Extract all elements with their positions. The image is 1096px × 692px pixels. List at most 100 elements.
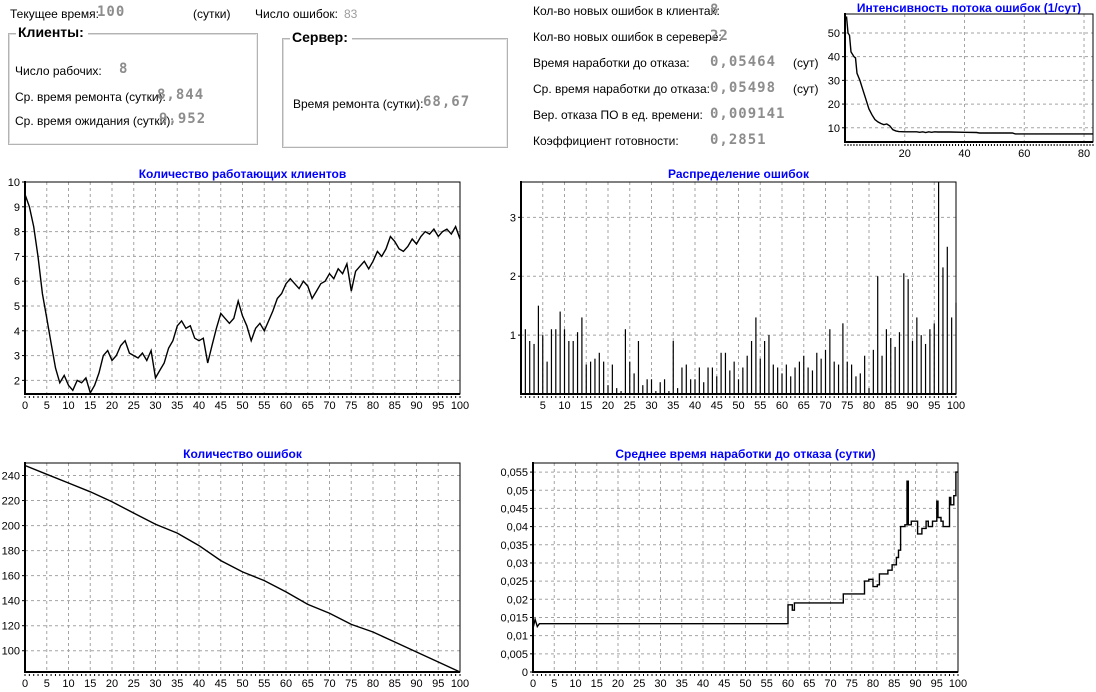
svg-text:5: 5 [14,301,20,313]
svg-text:5: 5 [44,400,50,412]
svg-text:15: 15 [580,400,592,412]
avg-repair-time-label: Ср. время ремонта (сутки): [15,90,166,104]
svg-text:100: 100 [451,678,469,690]
stat-value: 22 [710,28,729,44]
svg-text:10: 10 [569,678,581,690]
svg-text:6: 6 [14,276,20,288]
svg-text:15: 15 [591,678,603,690]
svg-text:0,045: 0,045 [500,503,528,515]
svg-text:100: 100 [451,400,469,412]
svg-text:3: 3 [510,212,516,224]
svg-text:20: 20 [106,678,118,690]
svg-text:70: 70 [323,678,335,690]
svg-text:0,04: 0,04 [507,522,528,534]
svg-text:40: 40 [697,678,709,690]
svg-text:0,01: 0,01 [507,631,528,643]
chart-title-error-flow-intensity: Интенсивность потока ошибок (1/сут) [856,1,1082,15]
svg-text:2: 2 [510,271,516,283]
mean-time-to-failure-plot: 0 5 10 15 20 25 30 35 40 45 50 55 60 65 70 75 80 85 90 95 10… [500,462,967,690]
svg-text:70: 70 [323,400,335,412]
svg-text:30: 30 [828,75,840,87]
svg-text:5: 5 [540,400,546,412]
stat-label: Кол-во новых ошибок в клиентах: [533,4,720,18]
svg-text:100: 100 [949,678,967,690]
svg-text:20: 20 [612,678,624,690]
svg-text:25: 25 [128,678,140,690]
svg-text:85: 85 [885,400,897,412]
svg-text:45: 45 [711,400,723,412]
chart-error-distribution: Распределение ошибок 5 10 15 20 25 30 35 40 45 50… [498,166,968,418]
svg-text:45: 45 [215,678,227,690]
errors-count-label: Число ошибок: [255,7,338,21]
svg-text:10: 10 [8,177,20,189]
svg-text:40: 40 [193,400,205,412]
svg-text:9: 9 [14,202,20,214]
chart-error-flow-intensity: Интенсивность потока ошибок (1/сут) 20 40… [822,0,1096,158]
svg-text:50: 50 [739,678,751,690]
svg-text:95: 95 [931,678,943,690]
svg-text:75: 75 [345,400,357,412]
current-time-value: 100 [97,4,126,20]
stat-unit: (сут) [793,82,819,96]
svg-text:120: 120 [2,621,20,633]
svg-text:40: 40 [828,52,840,64]
svg-text:3: 3 [14,351,20,363]
stat-row: Кол-во новых ошибок в серевере: 22 [533,28,833,48]
svg-text:0,025: 0,025 [500,576,528,588]
error-flow-intensity-plot: 20 40 60 80 10 20 30 40 50 [828,13,1094,158]
svg-text:0,015: 0,015 [500,612,528,624]
svg-text:0,03: 0,03 [507,558,528,570]
svg-text:15: 15 [84,678,96,690]
svg-text:0: 0 [530,678,536,690]
svg-text:70: 70 [824,678,836,690]
workers-count-label: Число рабочих: [15,64,102,78]
svg-text:60: 60 [280,678,292,690]
errors-count-plot: 0 5 10 15 20 25 30 35 40 45 50 55 60 65 70 75 80 85 90 95 10… [2,462,469,690]
svg-text:80: 80 [863,400,875,412]
svg-text:20: 20 [106,400,118,412]
svg-text:90: 90 [909,678,921,690]
svg-text:160: 160 [2,571,20,583]
svg-text:100: 100 [2,646,20,658]
svg-text:80: 80 [867,678,879,690]
svg-text:55: 55 [258,400,270,412]
svg-text:35: 35 [171,400,183,412]
stat-row: Кол-во новых ошибок в клиентах: 8 [533,2,833,22]
svg-text:55: 55 [761,678,773,690]
svg-text:80: 80 [367,400,379,412]
svg-text:0: 0 [22,400,28,412]
svg-text:50: 50 [236,678,248,690]
svg-text:95: 95 [432,400,444,412]
svg-text:8: 8 [14,227,20,239]
svg-text:35: 35 [676,678,688,690]
svg-text:75: 75 [846,678,858,690]
svg-text:85: 85 [888,678,900,690]
svg-text:10: 10 [62,678,74,690]
stat-label: Вер. отказа ПО в ед. времени: [533,108,703,122]
svg-text:60: 60 [280,400,292,412]
svg-text:75: 75 [841,400,853,412]
workers-count-value: 8 [119,61,129,77]
svg-text:40: 40 [689,400,701,412]
svg-text:55: 55 [258,678,270,690]
svg-text:30: 30 [149,400,161,412]
svg-text:90: 90 [906,400,918,412]
stat-value: 0,2851 [710,132,767,148]
svg-text:140: 140 [2,596,20,608]
current-time-label: Текущее время: [10,7,99,21]
stat-value: 0,05464 [710,54,777,70]
svg-text:10: 10 [558,400,570,412]
avg-wait-time-label: Ср. время ожидания (сутки): [15,114,174,128]
chart-errors-count: Количество ошибок 0 5 10 15 20 25 30 35 40 45 50 55… [0,446,472,692]
svg-text:70: 70 [819,400,831,412]
stat-label: Ср. время наработки до отказа: [533,82,711,96]
svg-text:95: 95 [432,678,444,690]
svg-text:30: 30 [645,400,657,412]
avg-wait-time-value: 9,952 [159,111,207,127]
stat-label: Коэффициент готовности: [533,134,679,148]
chart-working-clients: Количество работающих клиентов 0 5 10 15 20 2… [0,166,472,418]
avg-repair-time-value: 8,844 [157,87,205,103]
svg-text:200: 200 [2,521,20,533]
svg-text:25: 25 [624,400,636,412]
svg-text:0,02: 0,02 [507,594,528,606]
